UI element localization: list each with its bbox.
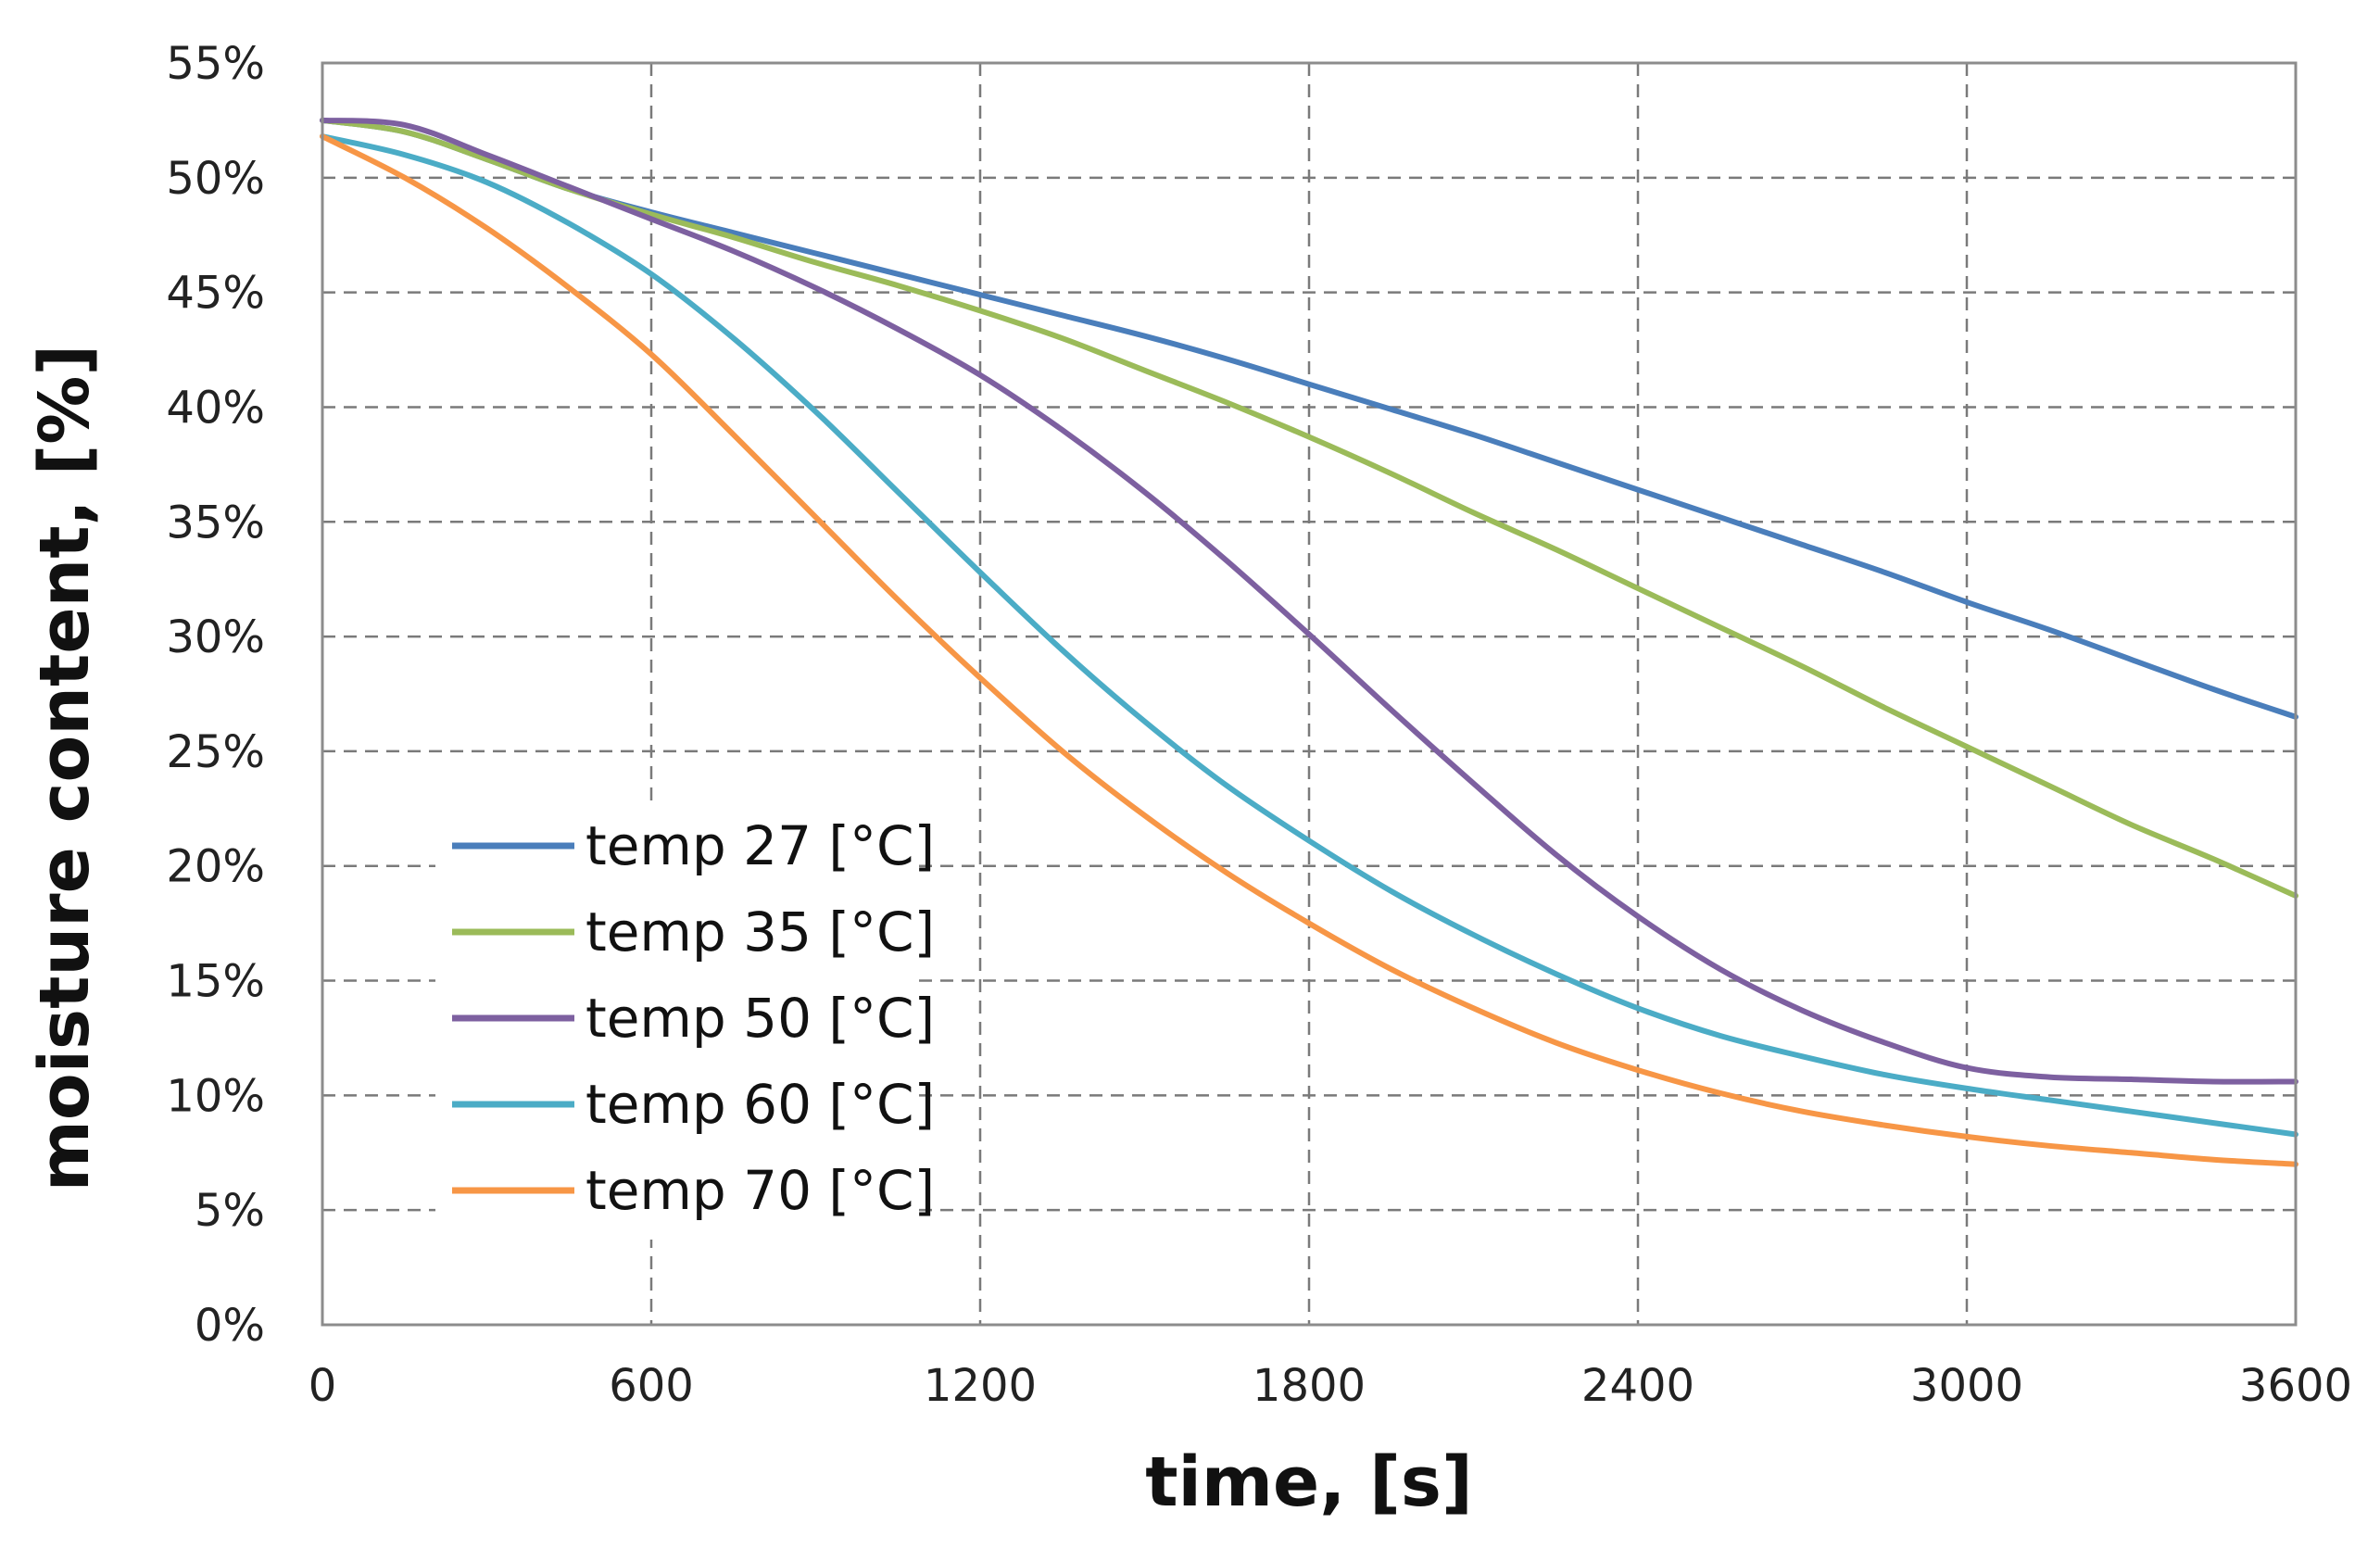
- legend-label: temp 27 [°C]: [586, 814, 935, 877]
- series-line-5: [320, 133, 2298, 1167]
- y-axis-title: moisture content, [%]: [25, 345, 105, 1192]
- x-tick-label: 3000: [1910, 1360, 2023, 1412]
- x-tick-label: 0: [309, 1360, 337, 1412]
- series-line-2: [320, 117, 2298, 899]
- x-tick-label: 1800: [1253, 1360, 1366, 1412]
- legend-label: temp 50 [°C]: [586, 987, 935, 1050]
- x-tick-label: 3600: [2239, 1360, 2352, 1412]
- y-tick-label: 45%: [166, 268, 265, 320]
- y-tick-label: 25%: [166, 726, 265, 778]
- legend: temp 27 [°C] temp 35 [°C] temp 50 [°C] temp…: [435, 804, 935, 1240]
- y-axis-ticks: 0% 5% 10% 15% 20% 25% 30% 35% 40% 45% 50% 55%: [166, 38, 265, 1352]
- y-tick-label: 40%: [166, 382, 265, 434]
- y-tick-label: 0%: [195, 1300, 265, 1352]
- x-axis-title: time, [s]: [1145, 1442, 1473, 1522]
- x-tick-label: 600: [609, 1360, 694, 1412]
- plot-area-border: [321, 61, 2298, 1327]
- y-tick-label: 10%: [166, 1070, 265, 1122]
- y-tick-label: 15%: [166, 956, 265, 1008]
- series-line-4: [320, 133, 2298, 1138]
- series-lines: [320, 117, 2298, 1167]
- legend-background: [435, 804, 917, 1240]
- series-line-3: [320, 117, 2298, 1085]
- x-tick-label: 1200: [924, 1360, 1037, 1412]
- y-tick-label: 35%: [166, 497, 265, 548]
- legend-label: temp 60 [°C]: [586, 1073, 935, 1136]
- legend-label: temp 70 [°C]: [586, 1159, 935, 1222]
- x-tick-label: 2400: [1581, 1360, 1694, 1412]
- y-tick-label: 20%: [166, 841, 265, 893]
- y-tick-label: 30%: [166, 611, 265, 663]
- y-tick-label: 5%: [195, 1185, 265, 1237]
- legend-label: temp 35 [°C]: [586, 900, 935, 963]
- y-tick-label: 55%: [166, 38, 265, 90]
- y-tick-label: 50%: [166, 153, 265, 205]
- x-axis-ticks: 0 600 1200 1800 2400 3000 3600: [309, 1360, 2352, 1412]
